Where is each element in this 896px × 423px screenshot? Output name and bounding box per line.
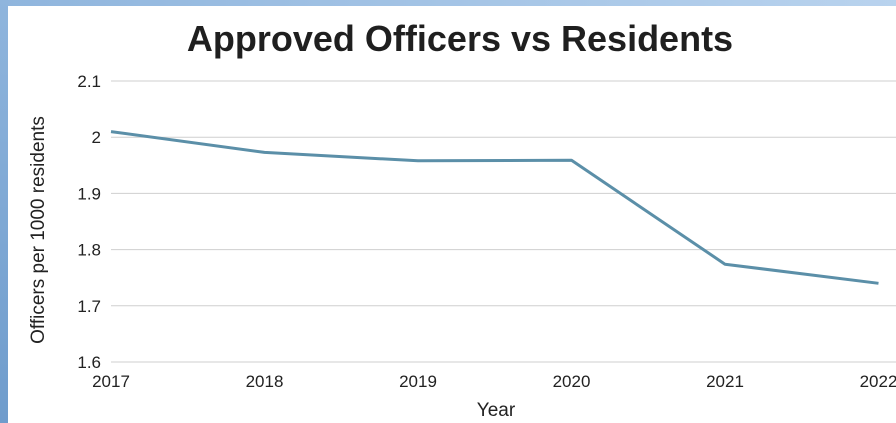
x-tick-labels: 2017 2018 2019 2020 2021 2022 bbox=[92, 372, 896, 391]
window-top-border bbox=[0, 0, 896, 6]
x-tick-label: 2021 bbox=[706, 372, 744, 391]
y-tick-label: 1.8 bbox=[77, 241, 101, 260]
y-tick-label: 1.6 bbox=[77, 353, 101, 372]
y-axis-label: Officers per 1000 residents bbox=[28, 116, 49, 344]
y-tick-label: 1.9 bbox=[77, 184, 101, 203]
y-tick-label: 1.7 bbox=[77, 297, 101, 316]
x-axis-label: Year bbox=[477, 400, 516, 421]
grid-lines bbox=[111, 80, 896, 363]
y-tick-labels: 1.6 1.7 1.8 1.9 2 2.1 bbox=[77, 72, 101, 372]
x-tick-label: 2022 bbox=[860, 372, 896, 391]
series-lines bbox=[110, 130, 879, 285]
x-tick-label: 2017 bbox=[92, 372, 130, 391]
chart-title: Approved Officers vs Residents bbox=[186, 18, 734, 59]
series-line bbox=[110, 130, 879, 285]
y-tick-label: 2 bbox=[92, 128, 101, 147]
window-left-border bbox=[0, 0, 8, 423]
x-tick-label: 2019 bbox=[399, 372, 437, 391]
x-tick-label: 2018 bbox=[246, 372, 284, 391]
y-tick-label: 2.1 bbox=[77, 72, 101, 91]
x-tick-label: 2020 bbox=[553, 372, 591, 391]
